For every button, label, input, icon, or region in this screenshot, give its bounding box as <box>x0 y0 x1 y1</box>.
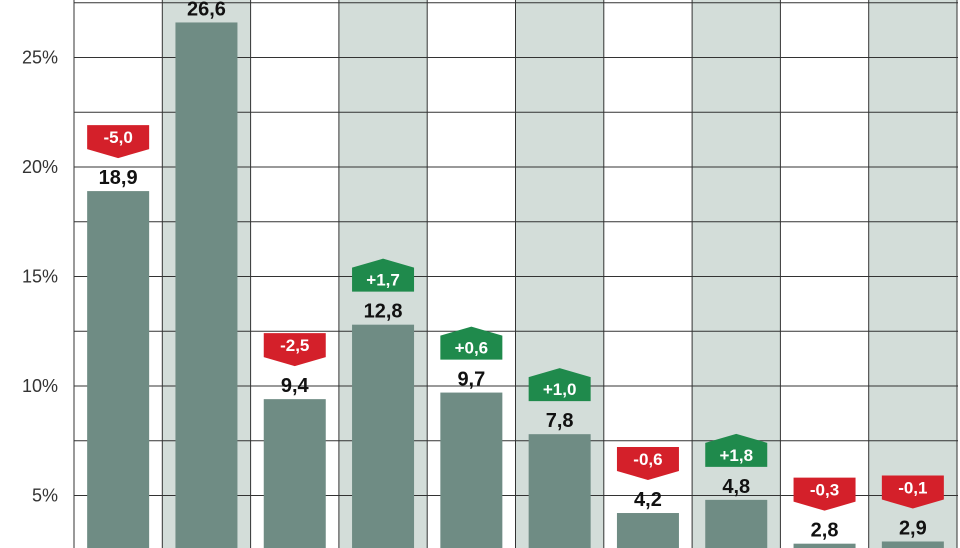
change-label: -2,5 <box>280 336 309 355</box>
bar <box>705 499 768 548</box>
change-badge-positive: +0,6 <box>440 326 503 360</box>
y-tick-label: 5% <box>32 486 58 506</box>
y-tick-label: 25% <box>22 48 58 68</box>
bar-value-label: 26,6 <box>187 0 226 20</box>
gridlines <box>73 0 958 548</box>
bar-value-label: 9,7 <box>457 369 485 391</box>
change-badges: -5,0 -2,5 +1,7 +0,6 +1,0 -0,6 +1,8 -0,3 -0,1 <box>87 125 944 511</box>
bar-value-label: 4,2 <box>634 489 662 511</box>
bar <box>352 324 415 548</box>
change-badge-negative: -2,5 <box>263 333 326 367</box>
change-badge-shape <box>528 368 591 402</box>
bar-value-label: 2,8 <box>811 520 839 542</box>
bar-value-label: 2,9 <box>899 517 927 539</box>
bar <box>881 541 944 548</box>
change-badge-shape <box>616 447 679 481</box>
column-band <box>868 0 957 548</box>
bar <box>263 399 326 548</box>
change-label: -5,0 <box>104 128 133 147</box>
bar <box>793 543 856 548</box>
y-tick-label: 10% <box>22 376 58 396</box>
change-label: +1,8 <box>719 446 753 465</box>
bar <box>616 513 679 548</box>
change-badge-shape <box>793 477 856 511</box>
bar <box>440 392 503 548</box>
change-label: +1,0 <box>543 380 577 399</box>
bar-value-label: 7,8 <box>546 410 574 432</box>
change-badge-shape <box>440 326 503 360</box>
change-label: -0,6 <box>633 450 662 469</box>
value-labels: 18,9 26,6 9,4 12,8 9,7 7,8 4,2 4,8 2,8 2,9 <box>99 0 927 542</box>
bar <box>87 191 150 548</box>
change-badge-negative: -0,1 <box>881 475 944 509</box>
y-tick-label: 15% <box>22 267 58 287</box>
change-badge-positive: +1,8 <box>705 433 768 467</box>
bar-value-label: 18,9 <box>99 167 138 189</box>
y-tick-label: 20% <box>22 157 58 177</box>
bar <box>528 434 591 548</box>
change-badge-positive: +1,7 <box>352 258 415 292</box>
change-badge-positive: +1,0 <box>528 368 591 402</box>
change-badge-negative: -5,0 <box>87 125 150 159</box>
change-badge-shape <box>352 258 415 292</box>
bar <box>175 22 238 548</box>
change-badge-shape <box>881 475 944 509</box>
change-badge-shape <box>263 333 326 367</box>
bar-value-label: 12,8 <box>364 301 403 323</box>
change-badge-negative: -0,3 <box>793 477 856 511</box>
y-axis: 5% 10% 15% 20% 25% <box>22 48 58 506</box>
bars <box>87 22 944 548</box>
change-label: +1,7 <box>366 271 400 290</box>
change-label: -0,3 <box>810 481 839 500</box>
change-label: -0,1 <box>898 478 927 497</box>
change-badge-shape <box>87 125 150 159</box>
bar-value-label: 4,8 <box>722 476 750 498</box>
change-badge-shape <box>705 433 768 467</box>
change-label: +0,6 <box>455 339 489 358</box>
change-badge-negative: -0,6 <box>616 447 679 481</box>
bar-value-label: 9,4 <box>281 375 310 397</box>
